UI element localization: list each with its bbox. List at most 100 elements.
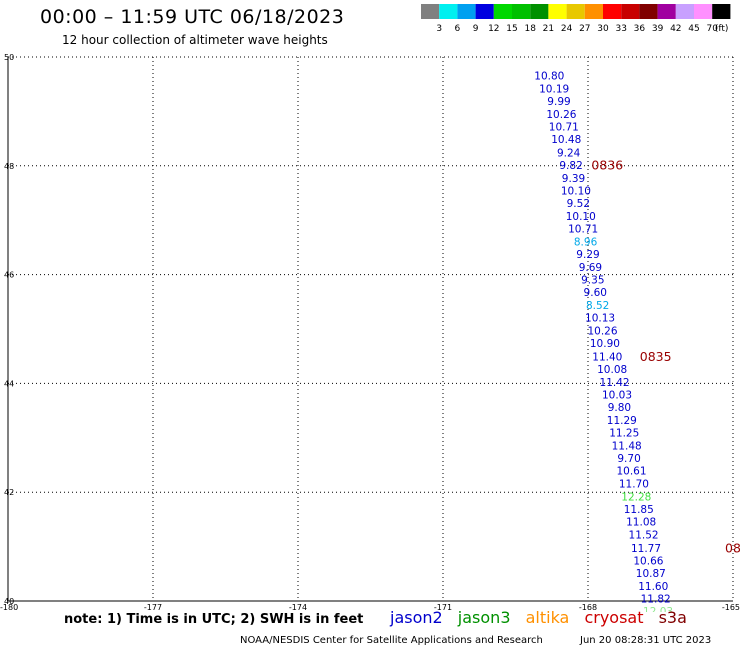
credit-text: NOAA/NESDIS Center for Satellite Applica…: [240, 635, 543, 646]
wave-height-value: 10.66: [633, 555, 663, 567]
y-tick-label: 48: [4, 162, 14, 171]
color-scale-label: 9: [473, 24, 479, 34]
wave-height-value: 10.26: [546, 109, 576, 121]
color-swatch: [512, 4, 531, 19]
color-scale-label: 3: [436, 24, 442, 34]
wave-height-value: 9.82: [559, 160, 582, 172]
wave-height-value: 10.03: [602, 389, 632, 401]
color-swatch: [675, 4, 694, 19]
color-scale-unit: (ft): [715, 24, 729, 34]
color-scale-label: 21: [543, 24, 554, 34]
wave-height-value: 11.08: [626, 517, 656, 529]
color-swatch: [584, 4, 603, 19]
wave-height-value: 11.77: [631, 543, 661, 555]
wave-height-value: 10.19: [539, 84, 569, 96]
satellite-legend: jason2 jason3 altika cryosat s3a: [390, 608, 697, 627]
wave-height-value: 10.90: [590, 338, 620, 350]
color-swatch: [603, 4, 622, 19]
wave-height-value: 10.80: [534, 71, 564, 83]
color-scale-label: 42: [670, 24, 681, 34]
wave-height-value: 11.42: [600, 377, 630, 389]
x-tick-label: -171: [434, 603, 452, 612]
wave-height-value: 10.87: [636, 568, 666, 580]
wave-height-value: 11.48: [612, 441, 642, 453]
wave-height-value: 9.35: [581, 275, 604, 287]
wave-height-value: 9.39: [562, 173, 585, 185]
color-scale-label: 24: [561, 24, 573, 34]
wave-height-value: 10.10: [566, 211, 596, 223]
color-swatch: [657, 4, 676, 19]
color-scale-label: 12: [488, 24, 499, 34]
y-tick-label: 40: [4, 597, 14, 606]
wave-height-value: 11.70: [619, 479, 649, 491]
wave-height-value: 9.29: [576, 249, 599, 261]
wave-height-value: 10.08: [597, 364, 627, 376]
wave-height-value: 11.52: [629, 530, 659, 542]
color-scale-label: 45: [688, 24, 699, 34]
wave-height-value: 8.52: [586, 300, 609, 312]
wave-height-value: 12.03: [643, 606, 673, 612]
color-scale-label: 36: [634, 24, 646, 34]
wave-height-value: 11.60: [638, 581, 668, 593]
satellite-legend-item: altika: [525, 608, 570, 627]
color-swatch: [475, 4, 494, 19]
color-swatch: [639, 4, 658, 19]
wave-height-value: 10.71: [549, 122, 579, 134]
satellite-legend-item: cryosat: [584, 608, 644, 627]
color-scale-label: 6: [455, 24, 461, 34]
x-tick-label: -174: [289, 603, 307, 612]
wave-height-value: 11.40: [592, 351, 622, 363]
color-swatch: [457, 4, 476, 19]
wave-height-value: 10.71: [568, 223, 598, 235]
wave-height-value: 10.48: [551, 134, 581, 146]
wave-height-value: 11.85: [624, 504, 654, 516]
x-tick-label: -165: [722, 603, 740, 612]
wave-height-value: 9.60: [584, 287, 607, 299]
satellite-legend-item: jason3: [457, 608, 511, 627]
wave-height-value: 11.25: [609, 427, 639, 439]
wave-height-value: 11.82: [641, 593, 671, 605]
wave-height-value: 9.24: [557, 147, 581, 159]
color-swatch: [694, 4, 713, 19]
page-title: 00:00 – 11:59 UTC 06/18/2023: [40, 6, 345, 28]
wave-height-chart: 40 42 44 46 48 50 -180 -177 -174 -171 -168 -165 10.8…: [0, 53, 740, 612]
color-swatch: [530, 4, 549, 19]
timestamp-text: Jun 20 08:28:31 UTC 2023: [580, 635, 712, 646]
wave-height-value: 11.29: [607, 415, 637, 427]
wave-height-value: 9.80: [608, 402, 631, 414]
y-tick-label: 44: [4, 379, 14, 388]
wave-height-value: 10.61: [616, 466, 646, 478]
page-subtitle: 12 hour collection of altimeter wave hei…: [62, 33, 328, 47]
x-tick-label: -177: [144, 603, 162, 612]
color-swatch: [566, 4, 585, 19]
wave-height-value: 12.28: [621, 492, 651, 504]
wave-height-value: 10.10: [561, 185, 591, 197]
wave-height-value: 9.99: [547, 96, 570, 108]
y-tick-label: 46: [4, 271, 14, 280]
wave-height-value: 10.13: [585, 313, 615, 325]
color-scale-label: 39: [652, 24, 664, 34]
color-swatch: [493, 4, 512, 19]
color-scale-label: 30: [597, 24, 609, 34]
y-tick-label: 50: [4, 53, 14, 62]
wave-height-value: 10.26: [587, 326, 617, 338]
footer-note: note: 1) Time is in UTC; 2) SWH is in fe…: [64, 612, 364, 627]
pass-time-label: 0836: [591, 157, 623, 172]
color-scale-label: 33: [615, 24, 626, 34]
color-swatch: [712, 4, 731, 19]
satellite-legend-item: jason2: [390, 608, 443, 627]
color-swatch: [421, 4, 440, 19]
color-scale-label: 18: [524, 24, 536, 34]
color-scale-legend: 3 6 9 12 15 18 21 24 27 30 33 36 39 42 45 70(ft): [421, 4, 731, 34]
color-scale-label: 70: [706, 24, 718, 34]
wave-height-value: 9.52: [567, 198, 590, 210]
wave-height-value: 8.96: [574, 237, 598, 249]
color-scale-label: 27: [579, 24, 590, 34]
color-swatch: [439, 4, 458, 19]
x-tick-label: -168: [579, 603, 597, 612]
pass-time-label: 0835: [640, 349, 672, 364]
color-swatch: [621, 4, 640, 19]
color-swatch: [548, 4, 567, 19]
pass-time-label: 08: [725, 540, 740, 555]
wave-height-value: 9.70: [617, 453, 640, 465]
